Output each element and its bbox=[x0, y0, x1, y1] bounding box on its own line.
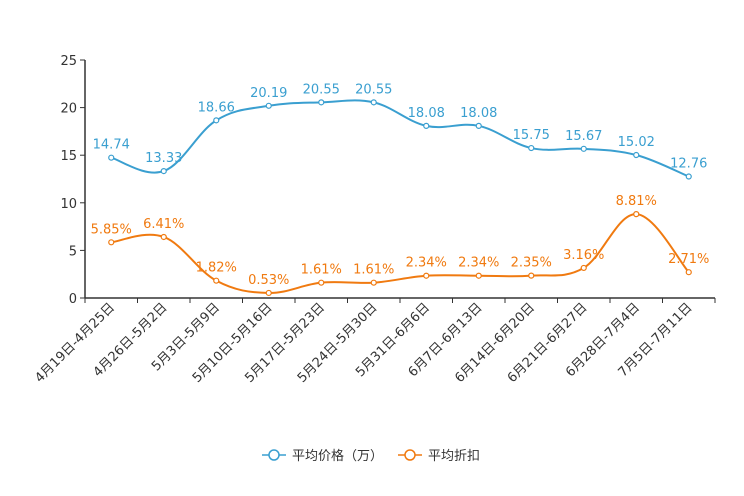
data-point[interactable] bbox=[685, 173, 692, 180]
data-label: 20.19 bbox=[250, 86, 287, 101]
data-label: 2.34% bbox=[406, 256, 447, 271]
data-point[interactable] bbox=[423, 272, 430, 279]
y-tick-label: 15 bbox=[60, 149, 77, 164]
series-line bbox=[111, 213, 690, 294]
chart-legend: 平均价格（万） 平均折扣 bbox=[262, 448, 480, 464]
data-point[interactable] bbox=[528, 272, 535, 279]
legend-marker-icon bbox=[404, 449, 416, 461]
data-label: 14.74 bbox=[93, 138, 130, 153]
data-label: 1.61% bbox=[301, 263, 342, 278]
chart-series: 14.74 13.33 18.66 20.19 20.55 20.55 18.08 18.08… bbox=[91, 82, 709, 297]
data-label: 3.16% bbox=[563, 248, 604, 263]
data-point[interactable] bbox=[580, 264, 587, 272]
data-point[interactable] bbox=[265, 289, 272, 297]
data-label: 15.75 bbox=[513, 128, 550, 143]
legend-label: 平均价格（万） bbox=[292, 448, 383, 464]
data-point[interactable] bbox=[213, 277, 220, 284]
y-tick-label: 0 bbox=[69, 292, 77, 307]
data-point[interactable] bbox=[580, 145, 587, 152]
data-label: 15.02 bbox=[618, 135, 655, 150]
data-point[interactable] bbox=[370, 99, 377, 106]
data-point[interactable] bbox=[108, 239, 115, 246]
legend-label: 平均折扣 bbox=[428, 449, 480, 464]
y-tick-label: 10 bbox=[60, 197, 77, 212]
series-2: 5.85% 6.41% 1.82% 0.53% 1.61% 1.61% 2.34% 2.34%… bbox=[91, 194, 709, 297]
data-point[interactable] bbox=[475, 272, 482, 279]
data-point[interactable] bbox=[475, 122, 482, 129]
data-point[interactable] bbox=[213, 117, 220, 124]
data-label: 1.61% bbox=[353, 263, 394, 278]
data-point[interactable] bbox=[108, 154, 115, 161]
data-point[interactable] bbox=[160, 167, 167, 175]
data-point[interactable] bbox=[423, 122, 430, 129]
data-label: 18.08 bbox=[408, 106, 445, 121]
data-point[interactable] bbox=[318, 279, 325, 286]
data-point[interactable] bbox=[160, 233, 167, 241]
series-1: 14.74 13.33 18.66 20.19 20.55 20.55 18.08 18.08… bbox=[93, 82, 707, 180]
data-label: 1.82% bbox=[196, 261, 237, 276]
y-tick-label: 20 bbox=[60, 102, 77, 117]
data-point[interactable] bbox=[370, 279, 377, 286]
series-line bbox=[110, 99, 690, 178]
data-label: 2.34% bbox=[458, 256, 499, 271]
data-point[interactable] bbox=[265, 102, 272, 109]
data-label: 8.81% bbox=[616, 194, 657, 209]
y-tick-label: 5 bbox=[69, 244, 77, 259]
data-label: 20.55 bbox=[355, 82, 392, 97]
y-tick-label: 25 bbox=[60, 54, 77, 69]
legend-marker-icon bbox=[268, 449, 280, 461]
data-label: 5.85% bbox=[91, 222, 132, 237]
data-label: 6.41% bbox=[143, 217, 184, 232]
data-label: 12.76 bbox=[670, 157, 707, 172]
data-label: 13.33 bbox=[145, 151, 182, 166]
data-label: 18.08 bbox=[460, 106, 497, 121]
data-label: 2.71% bbox=[668, 252, 709, 267]
data-label: 15.67 bbox=[565, 129, 602, 144]
data-label: 18.66 bbox=[198, 100, 235, 115]
data-point[interactable] bbox=[318, 99, 325, 106]
data-label: 0.53% bbox=[248, 273, 289, 288]
legend-item[interactable]: 平均折扣 bbox=[398, 449, 480, 464]
data-point[interactable] bbox=[633, 151, 640, 159]
legend-item[interactable]: 平均价格（万） bbox=[262, 448, 383, 464]
data-point[interactable] bbox=[528, 144, 535, 152]
data-label: 2.35% bbox=[511, 256, 552, 271]
data-point[interactable] bbox=[633, 211, 640, 218]
data-point[interactable] bbox=[685, 269, 692, 276]
data-label: 20.55 bbox=[303, 82, 340, 97]
